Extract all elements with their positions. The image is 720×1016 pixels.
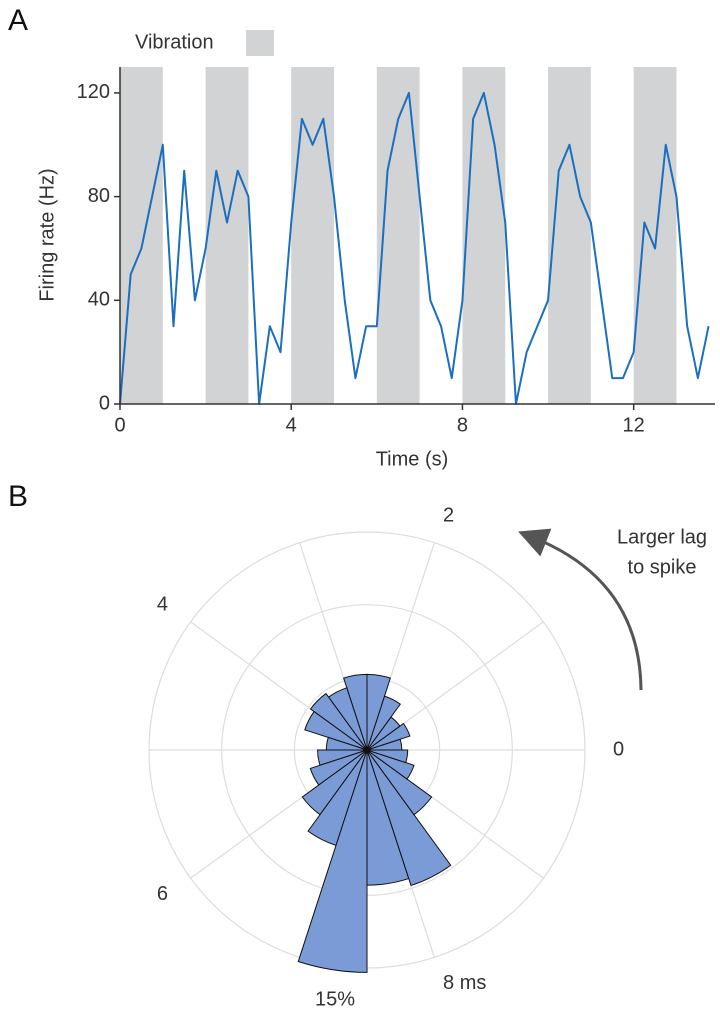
polar-bar (366, 749, 433, 816)
polar-bar (297, 749, 368, 973)
angle-tick-label: 8 ms (443, 972, 486, 994)
angle-tick-label: 2 (443, 504, 454, 526)
angle-tick-label: 0 (613, 738, 624, 760)
legend-label: Vibration (135, 31, 214, 53)
annotation: Larger lag (617, 526, 707, 548)
lag-arrow (518, 528, 643, 691)
y-tick-label: 80 (88, 185, 110, 207)
y-tick-label: 40 (88, 289, 110, 311)
vibration-band (120, 67, 163, 404)
y-tick-label: 0 (99, 392, 110, 414)
angle-tick-label: 6 (157, 883, 168, 905)
vibration-band (548, 67, 591, 404)
polar-bar (366, 749, 452, 887)
x-axis-label: Time (s) (376, 448, 449, 470)
panel-label: B (8, 480, 28, 513)
legend-swatch (246, 30, 274, 56)
firing-rate-line (119, 91, 710, 405)
x-tick-label: 8 (457, 414, 468, 436)
y-tick-label: 120 (77, 81, 110, 103)
vibration-band (633, 67, 677, 404)
vibration-band (291, 67, 335, 404)
center-dot (364, 747, 370, 753)
polar-bar (309, 692, 368, 751)
polar-bar (304, 710, 368, 751)
radius-label: 15% (315, 988, 355, 1010)
x-tick-label: 4 (286, 414, 297, 436)
annotation: to spike (628, 556, 697, 578)
polar-bar (366, 749, 415, 780)
angle-tick-label: 4 (157, 594, 168, 616)
vibration-band (205, 67, 249, 404)
x-tick-label: 0 (114, 414, 125, 436)
panel-label: A (8, 4, 28, 37)
vibration-band (462, 67, 506, 404)
x-tick-label: 12 (623, 414, 645, 436)
polar-bar (366, 722, 411, 751)
y-axis-label: Firing rate (Hz) (36, 168, 58, 301)
polar-bar (366, 749, 409, 764)
